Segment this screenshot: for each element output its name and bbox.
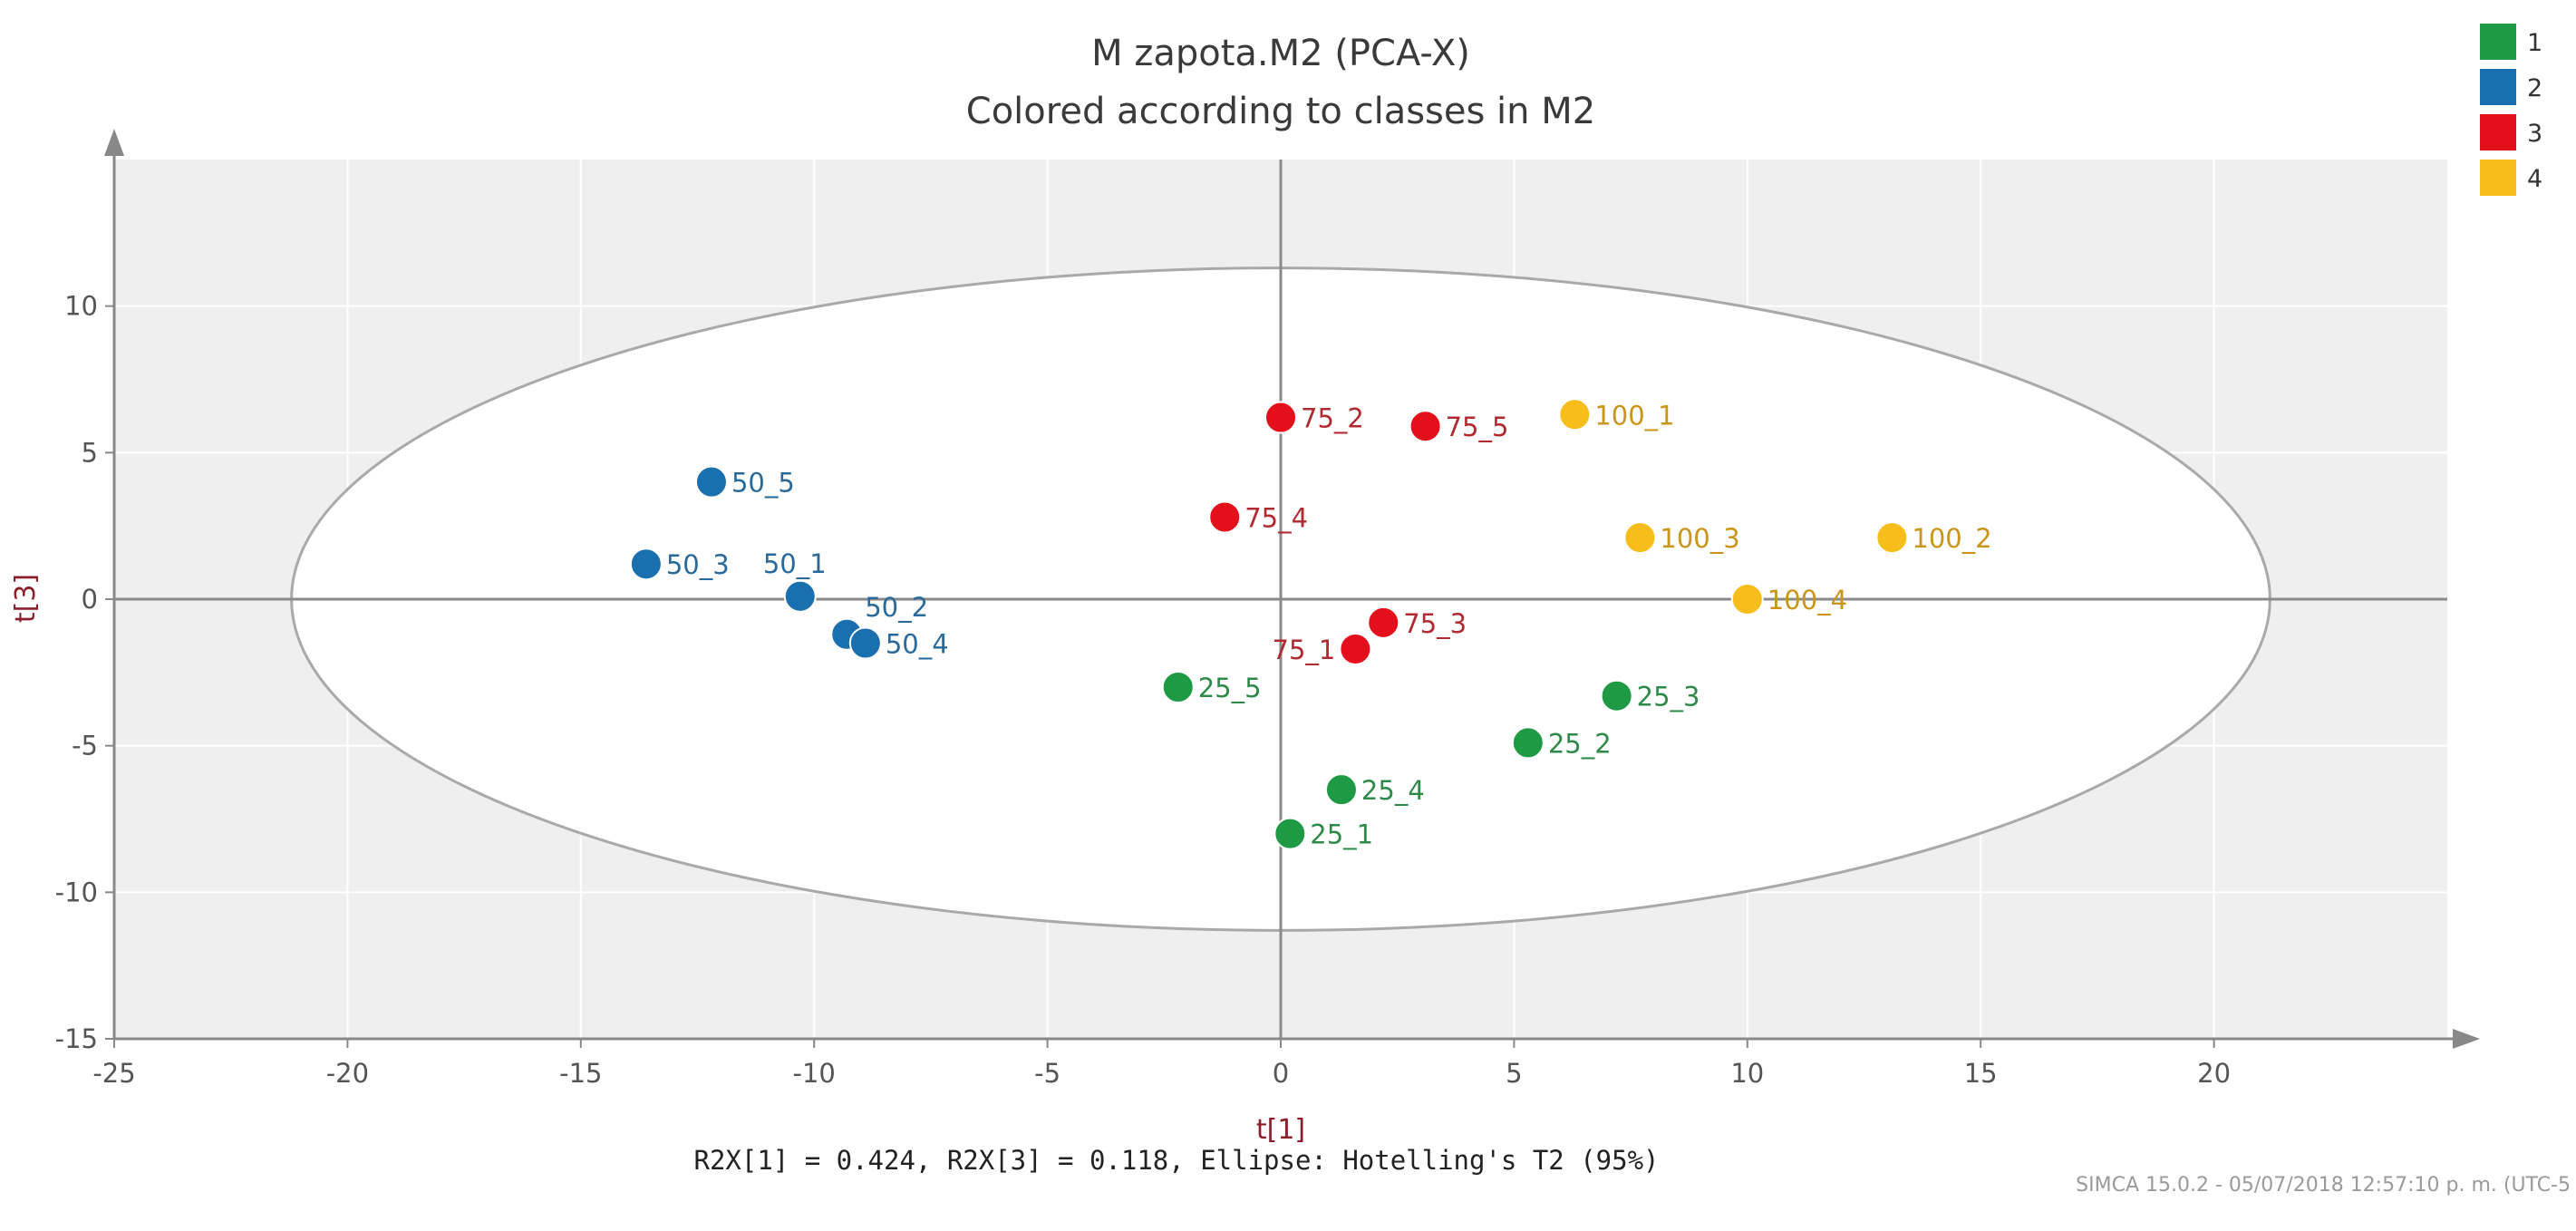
legend-swatch: [2480, 114, 2516, 150]
data-point: [1558, 398, 1592, 431]
y-tick-label: -5: [72, 731, 98, 761]
point-label: 25_3: [1637, 682, 1700, 712]
legend-label: 4: [2527, 165, 2542, 193]
point-label: 75_3: [1403, 608, 1467, 639]
point-label: 75_2: [1301, 403, 1364, 434]
x-axis-arrow: [2453, 1029, 2480, 1049]
data-point: [1875, 521, 1909, 555]
point-label: 100_3: [1660, 523, 1739, 554]
data-point: [1264, 401, 1297, 434]
data-point: [1623, 521, 1657, 555]
software-credit: SIMCA 15.0.2 - 05/07/2018 12:57:10 p. m.…: [2076, 1174, 2571, 1197]
chart-subtitle: Colored according to classes in M2: [966, 91, 1595, 132]
point-label: 50_1: [763, 548, 827, 579]
data-point: [1208, 500, 1242, 534]
variance-footer: R2X[1] = 0.424, R2X[3] = 0.118, Ellipse:…: [693, 1145, 1659, 1176]
y-axis-arrow: [104, 129, 124, 156]
data-point: [1273, 817, 1307, 850]
point-label: 100_1: [1594, 400, 1674, 431]
legend-swatch: [2480, 160, 2516, 196]
point-label: 25_5: [1198, 673, 1262, 703]
x-axis-label: t[1]: [1256, 1114, 1305, 1146]
x-tick-label: -20: [326, 1058, 369, 1089]
data-point: [1161, 671, 1195, 703]
x-tick-label: 10: [1730, 1058, 1764, 1089]
x-tick-label: 0: [1273, 1058, 1289, 1089]
point-label: 25_2: [1548, 728, 1612, 759]
y-tick-label: 10: [64, 291, 98, 322]
data-point: [1367, 606, 1400, 639]
y-tick-label: 5: [82, 437, 98, 468]
y-tick-label: -10: [55, 877, 98, 907]
y-tick-label: 0: [82, 584, 98, 615]
x-tick-label: -25: [92, 1058, 135, 1089]
point-label: 50_4: [886, 629, 949, 660]
point-label: 75_4: [1244, 502, 1308, 533]
legend-swatch: [2480, 24, 2516, 60]
series-1: 25_1 25_2 25_3 25_4 25_5: [1161, 671, 1700, 850]
point-label: 50_5: [731, 468, 795, 499]
point-label: 25_4: [1361, 775, 1425, 806]
y-tick-label: -15: [55, 1023, 98, 1054]
point-label: 100_2: [1912, 523, 1991, 554]
y-axis-label: t[3]: [10, 574, 42, 623]
data-point: [783, 579, 817, 613]
data-point: [1511, 726, 1545, 760]
series-3: 75_1 75_2 75_3 75_4 75_5: [1208, 401, 1509, 665]
legend-label: 1: [2527, 29, 2542, 57]
data-point: [1409, 410, 1442, 443]
data-point: [1339, 632, 1372, 665]
x-tick-label: 5: [1506, 1058, 1522, 1089]
legend-label: 3: [2527, 120, 2542, 148]
point-label: 75_1: [1273, 635, 1336, 665]
data-point: [1600, 679, 1633, 712]
data-point: [694, 465, 728, 499]
point-label: 75_5: [1446, 412, 1509, 442]
x-tick-label: -10: [793, 1058, 836, 1089]
data-point: [848, 626, 882, 660]
point-label: 100_4: [1767, 585, 1847, 616]
chart-title: M zapota.M2 (PCA-X): [1091, 33, 1470, 74]
x-tick-label: -5: [1034, 1058, 1060, 1089]
series-4: 100_1 100_2 100_3 100_4: [1558, 398, 1992, 616]
data-point: [1324, 773, 1358, 807]
legend-label: 2: [2527, 74, 2542, 102]
data-point: [1730, 583, 1764, 616]
x-tick-label: 20: [2197, 1058, 2231, 1089]
point-label: 50_2: [865, 592, 928, 623]
point-label: 25_1: [1310, 819, 1373, 850]
series-2: 50_1 50_2 50_3 50_4 50_5: [629, 465, 949, 660]
data-point: [629, 548, 663, 581]
point-label: 50_3: [666, 549, 730, 580]
legend-swatch: [2480, 69, 2516, 105]
x-tick-label: 15: [1964, 1058, 1998, 1089]
x-tick-label: -15: [559, 1058, 602, 1089]
